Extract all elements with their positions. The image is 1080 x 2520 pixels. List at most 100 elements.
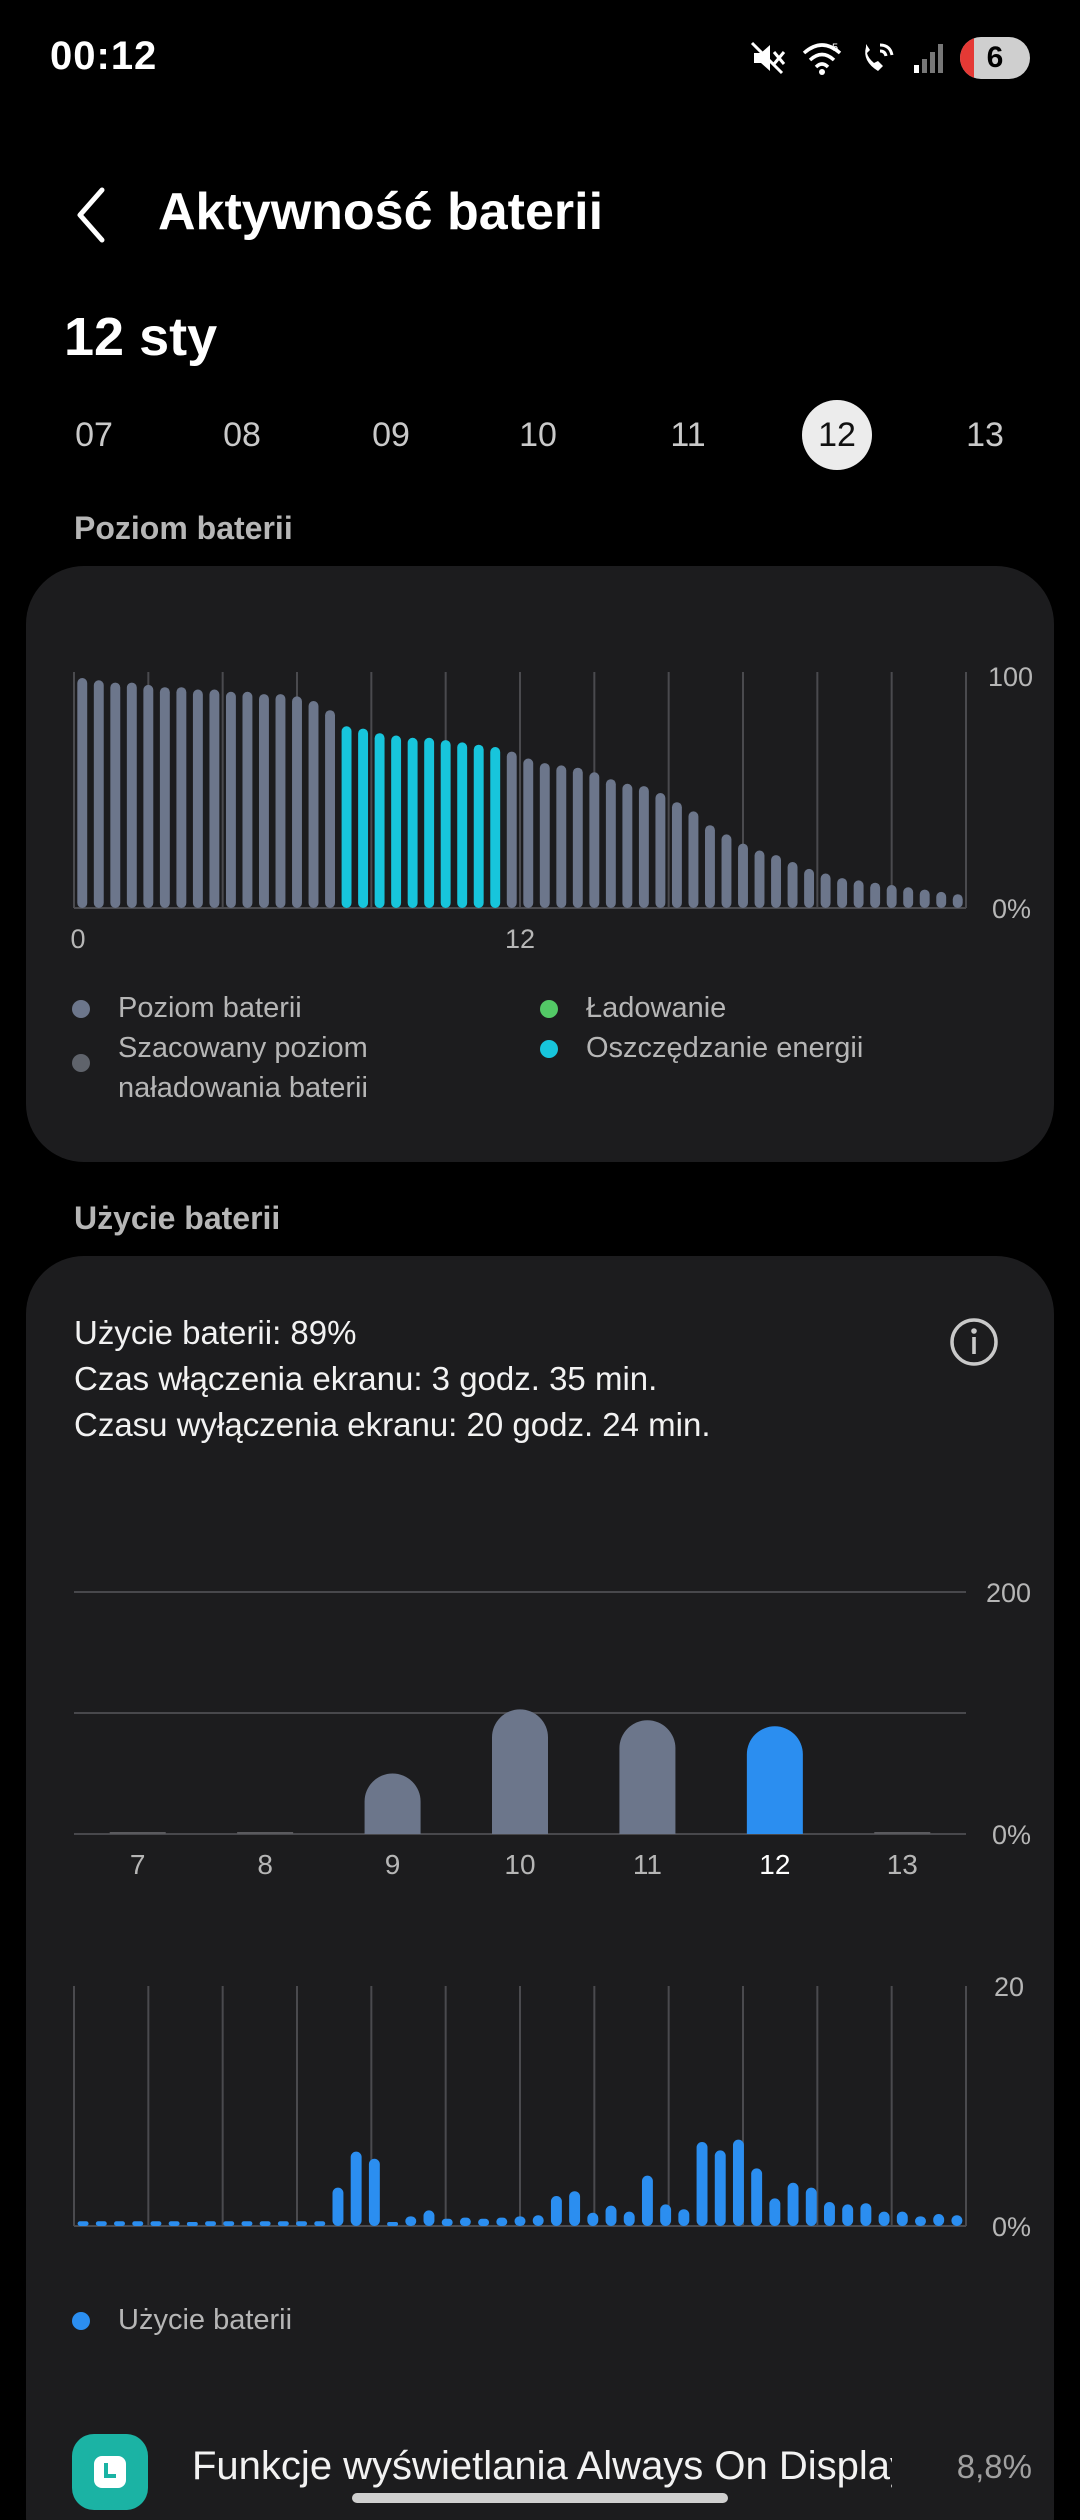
status-icons: 5 6 bbox=[748, 36, 1030, 80]
usage-bar bbox=[205, 2221, 216, 2226]
home-indicator[interactable] bbox=[352, 2493, 728, 2503]
level-bar bbox=[143, 684, 154, 908]
usage-bar bbox=[223, 2221, 235, 2226]
usage-bar bbox=[332, 2187, 344, 2226]
legend-label-power-saving: Oszczędzanie energii bbox=[586, 1032, 864, 1064]
day-11[interactable]: 11 bbox=[670, 415, 706, 454]
level-bar bbox=[870, 882, 881, 908]
daily-bar bbox=[746, 1726, 803, 1834]
usage-total: Użycie baterii: 89% bbox=[74, 1314, 357, 1351]
screen-off-time: Czasu wyłączenia ekranu: 20 godz. 24 min… bbox=[74, 1406, 711, 1443]
usage-bar bbox=[150, 2221, 162, 2226]
usage-bar bbox=[805, 2187, 817, 2226]
usage-bar bbox=[350, 2151, 362, 2226]
chevron-left-icon bbox=[77, 187, 105, 243]
day-07[interactable]: 07 bbox=[75, 415, 113, 454]
usage-bar bbox=[896, 2211, 908, 2226]
x-tick-label-0: 0 bbox=[70, 924, 85, 954]
back-button[interactable] bbox=[62, 180, 122, 250]
level-bar bbox=[952, 894, 963, 908]
level-bar bbox=[787, 862, 798, 908]
day-label: 12 bbox=[759, 1849, 790, 1880]
hourly-usage-chart[interactable]: 20 0% 0 12 bbox=[26, 1946, 1054, 2246]
app-usage-row[interactable]: Funkcje wyświetlania Always On Display 8… bbox=[72, 2434, 1032, 2520]
mute-icon bbox=[750, 41, 786, 75]
day-12-selected[interactable]: 12 bbox=[802, 400, 872, 470]
level-bar bbox=[292, 696, 302, 908]
level-bar bbox=[473, 744, 484, 908]
usage-bar bbox=[186, 2222, 198, 2226]
y-tick-label-min: 0% bbox=[992, 1820, 1031, 1850]
screen-on-time: Czas włączenia ekranu: 3 godz. 35 min. bbox=[74, 1360, 658, 1397]
level-bar bbox=[655, 793, 666, 908]
aod-app-icon bbox=[72, 2434, 148, 2510]
svg-text:5: 5 bbox=[832, 42, 838, 54]
battery-level-section-label: Poziom baterii bbox=[74, 510, 293, 546]
legend-charging: Ładowanie bbox=[540, 988, 960, 1028]
legend-estimated-level: Szacowany poziom naładowania baterii bbox=[72, 1028, 512, 1108]
y-tick-label-min: 0% bbox=[992, 894, 1031, 924]
level-bar bbox=[225, 691, 236, 908]
level-bar bbox=[853, 880, 864, 908]
usage-bar bbox=[441, 2218, 453, 2226]
level-bar bbox=[539, 763, 550, 908]
usage-bar bbox=[696, 2142, 708, 2226]
legend-label-level: Poziom baterii bbox=[118, 992, 302, 1024]
usage-bar bbox=[387, 2222, 399, 2226]
wifi-call-icon bbox=[865, 43, 894, 71]
level-bar bbox=[275, 694, 286, 908]
day-08[interactable]: 08 bbox=[223, 415, 261, 454]
level-bar bbox=[936, 891, 947, 908]
level-bar bbox=[457, 742, 468, 908]
day-label: 11 bbox=[633, 1849, 662, 1880]
level-bar bbox=[77, 678, 88, 908]
info-icon[interactable] bbox=[948, 1316, 1000, 1368]
level-bar bbox=[754, 850, 765, 908]
usage-bar bbox=[951, 2215, 963, 2226]
y-tick-label-max: 20 bbox=[994, 1972, 1024, 2002]
level-bar bbox=[341, 726, 352, 908]
daily-usage-chart[interactable]: 7 8 9 10 11 12 13 200 0% bbox=[26, 1556, 1054, 1886]
level-bar bbox=[572, 767, 583, 908]
usage-bar bbox=[478, 2218, 490, 2226]
level-bar bbox=[622, 783, 633, 908]
usage-bar bbox=[915, 2216, 926, 2226]
legend-label-charging: Ładowanie bbox=[586, 992, 727, 1024]
app-name: Funkcje wyświetlania Always On Display bbox=[192, 2444, 892, 2488]
signal-icon bbox=[914, 44, 943, 73]
day-09[interactable]: 09 bbox=[372, 415, 410, 454]
level-bar bbox=[325, 710, 335, 908]
usage-bar bbox=[660, 2204, 672, 2226]
usage-bar bbox=[842, 2204, 854, 2226]
usage-bar bbox=[532, 2215, 544, 2226]
usage-bar bbox=[732, 2139, 744, 2226]
level-bar bbox=[259, 694, 269, 908]
usage-bar bbox=[314, 2221, 326, 2226]
daily-bar bbox=[364, 1773, 421, 1834]
y-tick-label-min: 0% bbox=[992, 2212, 1031, 2242]
battery-level-card: 100 0% 0 12 Poziom baterii Szacowany poziom… bbox=[26, 566, 1054, 1162]
x-tick-label-0: 0 bbox=[70, 2242, 85, 2246]
usage-bar bbox=[933, 2214, 945, 2226]
daily-bar bbox=[492, 1709, 548, 1834]
battery-level-text: 6 bbox=[986, 41, 1004, 74]
level-bar bbox=[407, 737, 418, 908]
legend-dot-usage bbox=[72, 2312, 90, 2330]
usage-bar bbox=[769, 2198, 781, 2226]
legend-dot-level bbox=[72, 1000, 90, 1018]
level-bar bbox=[424, 737, 435, 908]
level-bar bbox=[308, 701, 319, 908]
day-10[interactable]: 10 bbox=[519, 415, 557, 454]
legend-label-usage: Użycie baterii bbox=[118, 2304, 293, 2336]
usage-summary: Użycie baterii: 89% Czas włączenia ekran… bbox=[74, 1310, 711, 1448]
day-13[interactable]: 13 bbox=[966, 415, 1004, 454]
usage-bar bbox=[259, 2221, 271, 2226]
legend-dot-estimated bbox=[72, 1054, 90, 1072]
date-heading: 12 sty bbox=[64, 307, 218, 367]
usage-bar bbox=[368, 2158, 380, 2226]
battery-level-chart[interactable]: 100 0% 0 12 bbox=[26, 566, 1054, 966]
usage-bar bbox=[569, 2191, 581, 2226]
y-tick-label-max: 200 bbox=[986, 1578, 1031, 1608]
level-bar bbox=[837, 878, 848, 908]
usage-bar bbox=[277, 2221, 289, 2226]
